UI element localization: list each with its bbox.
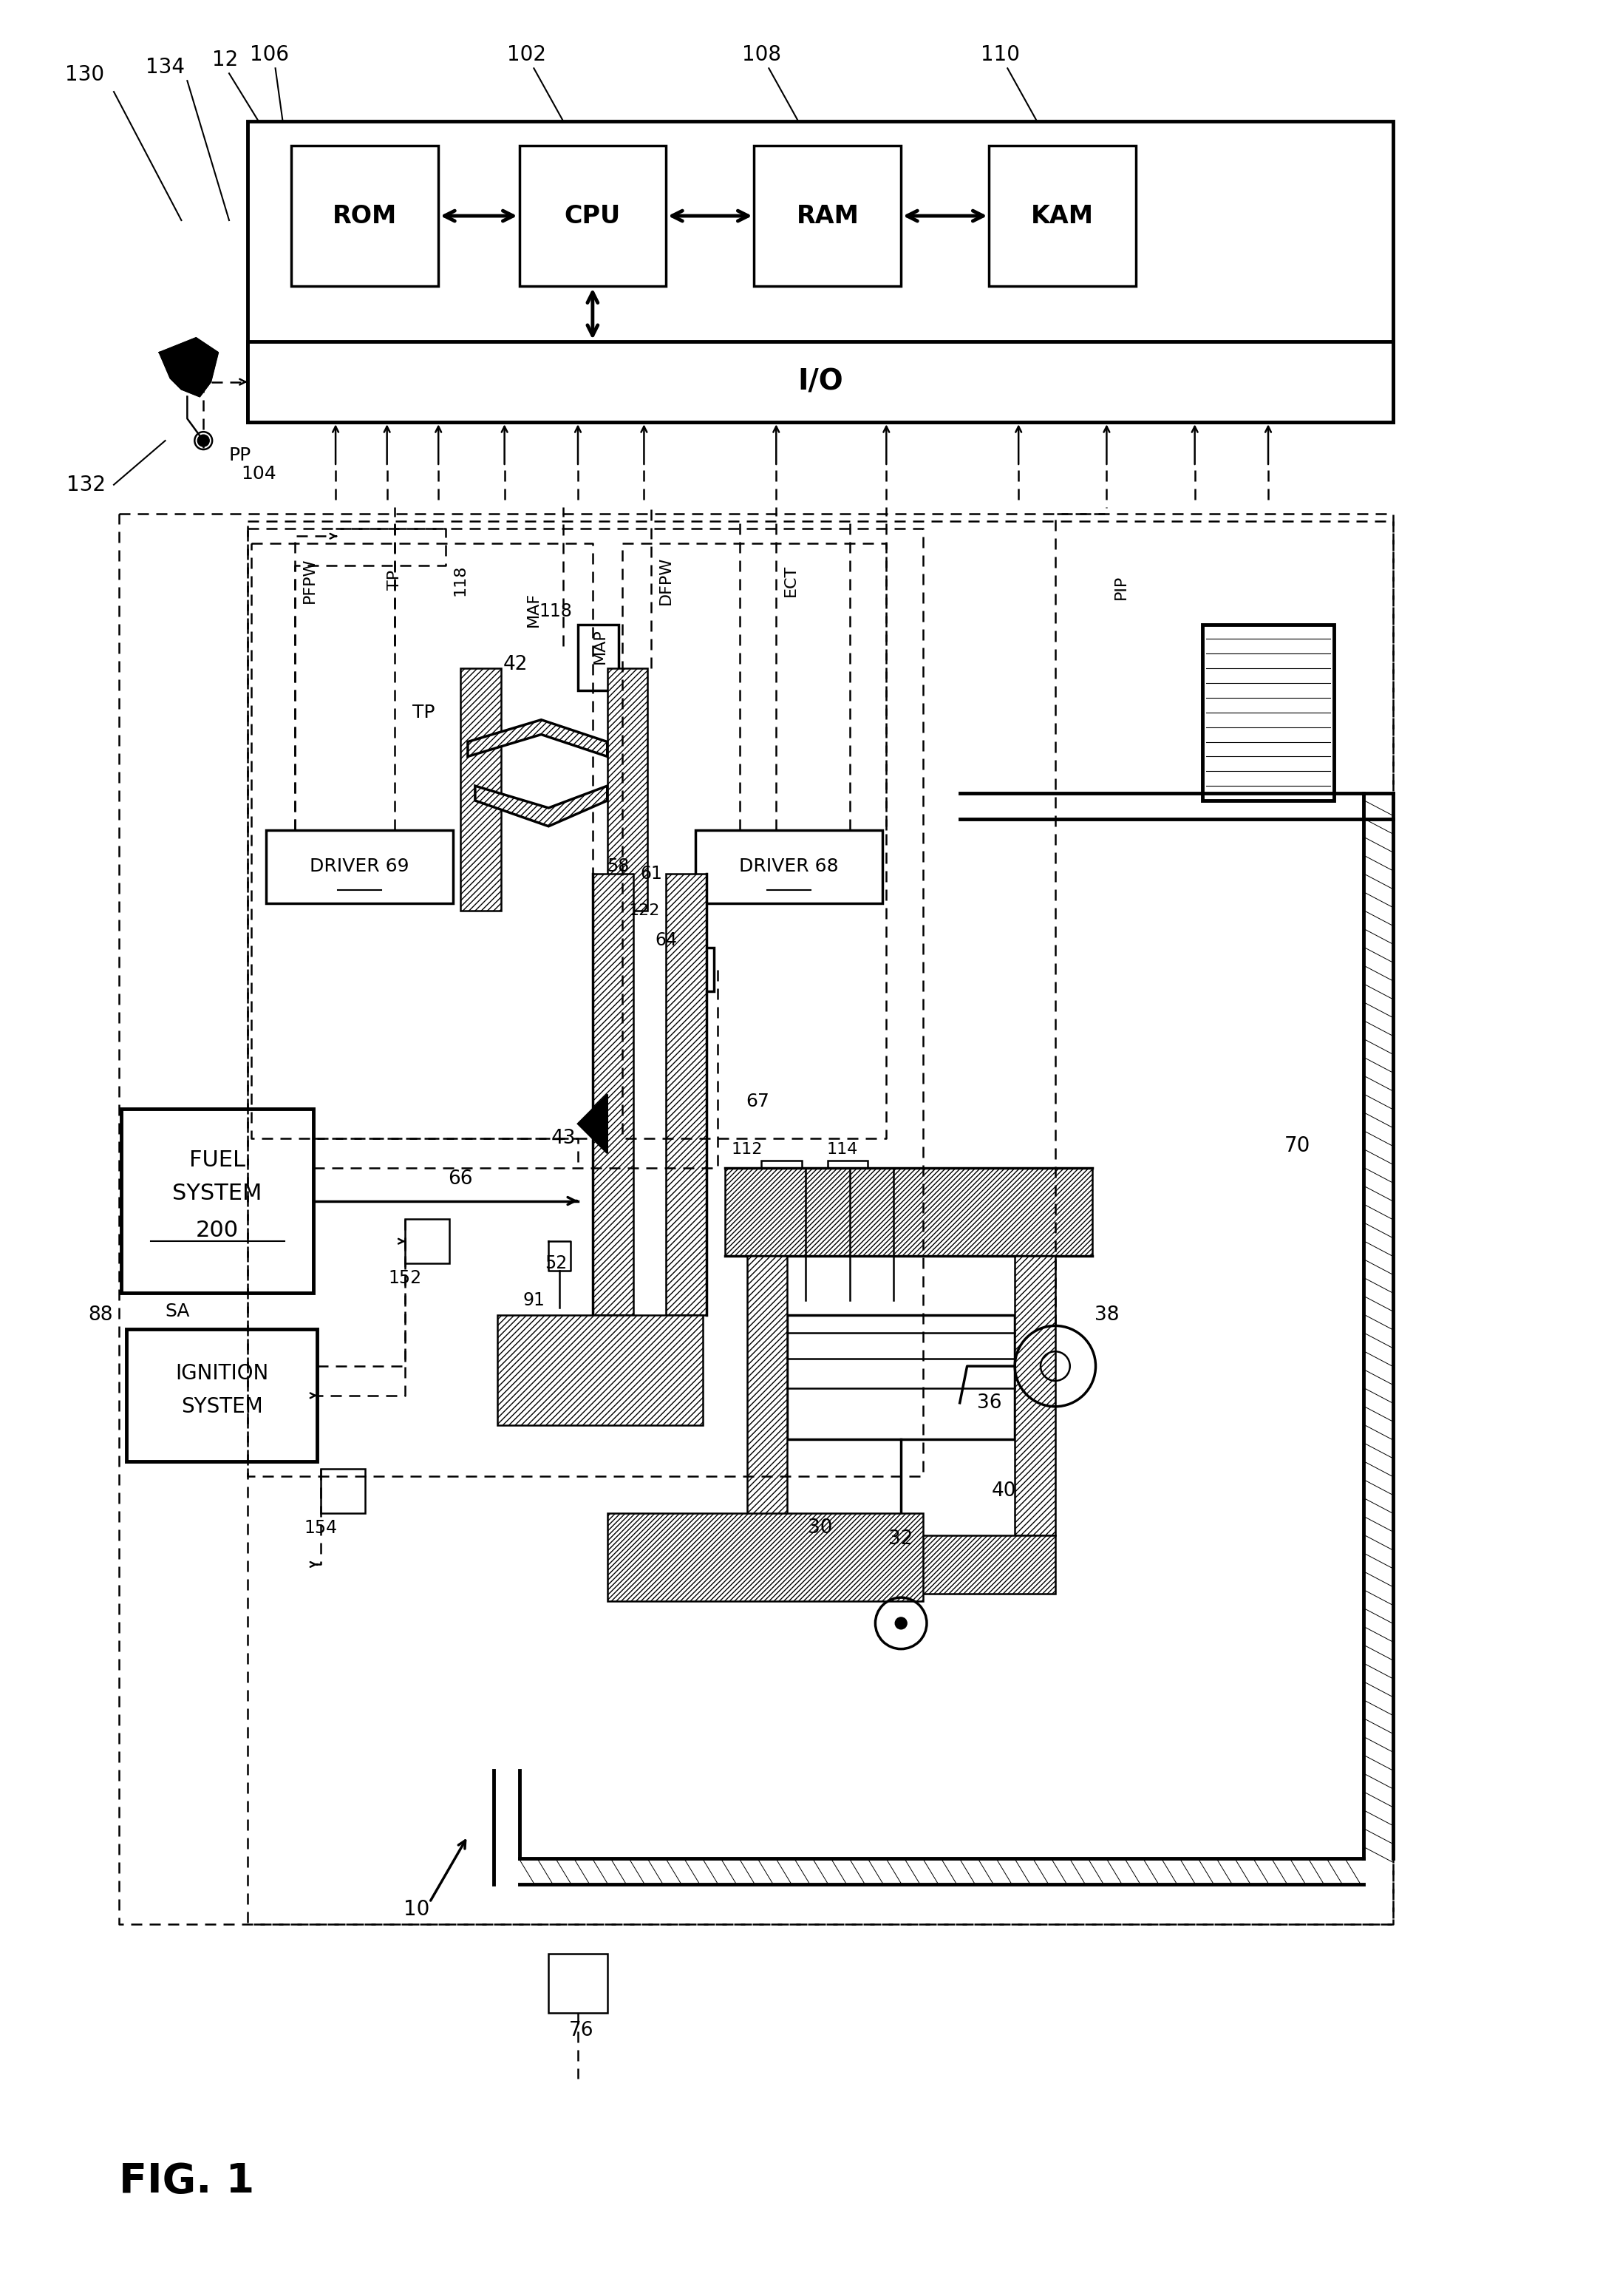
Bar (828, 1159, 868, 1187)
Polygon shape (467, 719, 608, 755)
Text: 43: 43 (551, 1130, 576, 1148)
Text: MAP: MAP (592, 629, 608, 664)
Text: 30: 30 (808, 1518, 833, 1538)
Text: 10: 10 (403, 1899, 430, 1919)
Text: RAM: RAM (796, 204, 859, 227)
Text: TP: TP (386, 569, 401, 590)
Text: 32: 32 (889, 1529, 914, 1548)
Bar (747, 1256, 787, 1536)
Text: CPU: CPU (564, 204, 621, 227)
Bar (666, 875, 707, 1316)
Bar (320, 1469, 365, 1513)
Text: PIP: PIP (1114, 576, 1129, 599)
Bar (548, 1954, 608, 2014)
Bar (291, 145, 438, 287)
Circle shape (197, 434, 209, 445)
Bar (461, 668, 501, 912)
Text: 70: 70 (1284, 1137, 1311, 1157)
Text: 118: 118 (540, 602, 572, 620)
Text: 12: 12 (212, 51, 238, 71)
Text: 36: 36 (977, 1394, 1001, 1412)
Text: 38: 38 (1095, 1304, 1119, 1325)
Text: 61: 61 (640, 866, 663, 884)
Text: KAM: KAM (1032, 204, 1095, 227)
Text: 104: 104 (241, 464, 277, 482)
Text: PP: PP (230, 445, 251, 464)
Text: ECT: ECT (784, 565, 799, 597)
Text: IGNITION: IGNITION (175, 1364, 268, 1384)
Text: FUEL: FUEL (189, 1150, 246, 1171)
Bar (247, 122, 1392, 422)
Bar (695, 829, 883, 902)
Text: 102: 102 (506, 44, 547, 64)
Text: 114: 114 (826, 1141, 859, 1157)
Polygon shape (475, 785, 608, 827)
Text: SYSTEM: SYSTEM (181, 1396, 262, 1417)
Bar (724, 1169, 1091, 1256)
Text: 76: 76 (569, 2020, 593, 2041)
Text: 112: 112 (731, 1141, 763, 1157)
Bar (592, 875, 632, 1316)
Bar (126, 1329, 317, 1463)
Text: 130: 130 (65, 64, 103, 85)
Circle shape (896, 1616, 907, 1630)
Bar (787, 1316, 1015, 1440)
Bar (681, 948, 713, 992)
Text: PFPW: PFPW (302, 558, 317, 604)
Bar (519, 145, 666, 287)
Text: 134: 134 (146, 57, 184, 78)
Text: DRIVER 69: DRIVER 69 (310, 859, 409, 875)
Text: 110: 110 (980, 44, 1020, 64)
Text: I/O: I/O (797, 367, 842, 395)
Bar (406, 1219, 450, 1263)
Text: 106: 106 (251, 44, 289, 64)
Text: 200: 200 (196, 1219, 239, 1240)
Bar (608, 668, 648, 912)
Bar (747, 1536, 1056, 1593)
Text: 66: 66 (448, 1169, 472, 1189)
Bar (247, 342, 1392, 422)
Text: FIG. 1: FIG. 1 (120, 2161, 254, 2202)
Text: 108: 108 (742, 44, 781, 64)
Bar (754, 145, 901, 287)
Bar (990, 145, 1137, 287)
Text: TP: TP (412, 703, 435, 721)
Text: SYSTEM: SYSTEM (173, 1182, 262, 1205)
Text: SA: SA (165, 1302, 191, 1320)
Text: 42: 42 (503, 654, 527, 675)
Text: 40: 40 (991, 1481, 1015, 1502)
Text: 132: 132 (66, 475, 105, 496)
Text: 91: 91 (522, 1290, 545, 1309)
Bar (496, 1316, 703, 1426)
Text: 152: 152 (388, 1270, 422, 1286)
Bar (121, 1109, 314, 1293)
Text: 122: 122 (629, 902, 660, 918)
Text: 58: 58 (606, 859, 629, 875)
Text: MAF: MAF (527, 592, 542, 627)
Text: 154: 154 (304, 1520, 338, 1536)
Text: 67: 67 (745, 1093, 770, 1111)
Bar (608, 1513, 923, 1600)
Text: 64: 64 (655, 932, 678, 948)
Bar (1201, 625, 1334, 801)
Text: DFPW: DFPW (658, 556, 673, 604)
Bar (577, 625, 618, 691)
Text: 52: 52 (545, 1254, 568, 1272)
Bar (762, 1159, 802, 1187)
Bar (1015, 1256, 1056, 1536)
Text: DRIVER 68: DRIVER 68 (739, 859, 839, 875)
Text: 88: 88 (89, 1304, 113, 1325)
Polygon shape (160, 338, 218, 397)
Text: 118: 118 (453, 565, 467, 597)
Text: ROM: ROM (333, 204, 398, 227)
Polygon shape (577, 1095, 608, 1153)
Bar (265, 829, 453, 902)
